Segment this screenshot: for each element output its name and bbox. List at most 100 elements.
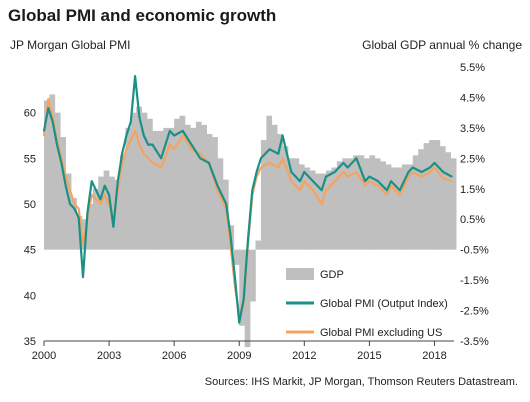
pmi-ex-us-point	[377, 184, 379, 187]
gdp-bar	[369, 155, 376, 250]
pmi-ex-us-point	[43, 134, 45, 137]
left-tick-label: 55	[24, 153, 36, 165]
gdp-bar	[244, 249, 251, 348]
legend-swatch-gdp	[286, 268, 314, 280]
pmi-ex-us-point	[99, 203, 102, 205]
right-tick-label: 4.5%	[460, 92, 485, 104]
pmi-point	[242, 299, 245, 301]
right-tick-label: 0.5%	[460, 214, 485, 226]
pmi-point	[56, 143, 58, 146]
gdp-bar	[331, 167, 338, 250]
legend-label-pmi: Global PMI (Output Index)	[320, 298, 448, 310]
gdp-bar	[260, 140, 267, 250]
pmi-ex-us-point	[312, 189, 314, 192]
pmi-point	[325, 175, 327, 178]
gdp-bar	[125, 127, 132, 250]
pmi-point	[247, 239, 249, 242]
pmi-point	[290, 171, 293, 173]
right-tick-label: 2.5%	[460, 153, 485, 165]
pmi-point	[169, 130, 171, 132]
pmi-ex-us-point	[90, 194, 93, 196]
pmi-ex-us-point	[433, 166, 436, 169]
pmi-ex-us-point	[173, 148, 175, 150]
pmi-point	[333, 171, 336, 173]
pmi-point	[208, 162, 210, 164]
gdp-bar	[87, 204, 94, 250]
pmi-point	[130, 121, 132, 123]
pmi-point	[229, 235, 232, 237]
pmi-point	[368, 175, 371, 178]
pmi-ex-us-point	[103, 194, 106, 196]
pmi-ex-us-point	[277, 166, 280, 169]
left-tick-label: 50	[24, 199, 36, 211]
pmi-ex-us-point	[303, 180, 306, 182]
gdp-bar	[168, 127, 175, 250]
pmi-ex-us-point	[268, 162, 271, 164]
gdp-bar	[450, 158, 457, 250]
chart-title: Global PMI and economic growth	[8, 6, 277, 25]
pmi-ex-us-point	[64, 175, 67, 178]
gdp-bar	[233, 249, 240, 265]
gdp-bar	[380, 161, 386, 250]
pmi-point	[312, 180, 314, 182]
pmi-ex-us-point	[325, 189, 327, 192]
gdp-bar	[304, 167, 311, 250]
pmi-ex-us-point	[169, 143, 171, 146]
gdp-bar	[412, 155, 419, 250]
right-tick-label: 3.5%	[460, 123, 485, 135]
pmi-point	[173, 134, 175, 137]
pmi-point	[108, 194, 110, 196]
pmi-point	[69, 203, 71, 205]
pmi-ex-us-point	[151, 162, 154, 164]
right-tick-label: 5.5%	[460, 62, 485, 74]
gdp-bar	[130, 112, 137, 250]
pmi-point	[364, 180, 366, 182]
pmi-ex-us-point	[342, 171, 345, 173]
gdp-bar	[320, 173, 327, 250]
pmi-point	[64, 184, 67, 187]
pmi-ex-us-point	[442, 177, 445, 180]
gdp-bar	[206, 133, 213, 250]
gdp-bar	[336, 161, 343, 250]
pmi-point	[277, 153, 280, 155]
pmi-ex-us-point	[320, 203, 323, 205]
gdp-bars	[44, 94, 457, 348]
gdp-bar	[374, 158, 381, 250]
pmi-point	[268, 148, 271, 150]
gdp-bar	[418, 149, 424, 250]
right-tick-label: -0.5%	[460, 245, 489, 257]
pmi-ex-us-point	[95, 198, 97, 201]
pmi-ex-us-point	[138, 143, 141, 146]
pmi-point	[238, 321, 240, 324]
right-tick-label: -2.5%	[460, 306, 489, 318]
pmi-point	[77, 216, 80, 219]
pmi-point	[147, 143, 149, 146]
x-axis-ticks: 2000 2003 2006 2009 2012 2015 2018	[32, 341, 447, 362]
pmi-ex-us-point	[407, 175, 410, 178]
pmi-ex-us-point	[134, 130, 136, 132]
pmi-ex-us-point	[368, 180, 371, 182]
chart-legend: GDP Global PMI (Output Index) Global PMI…	[286, 268, 448, 339]
pmi-point	[73, 207, 76, 210]
pmi-point	[303, 171, 306, 173]
pmi-ex-us-point	[290, 180, 293, 182]
pmi-point	[86, 212, 89, 214]
gdp-bar	[396, 167, 403, 250]
pmi-point	[112, 226, 115, 228]
left-axis-title: JP Morgan Global PMI	[10, 38, 131, 52]
pmi-point	[138, 116, 141, 118]
gdp-bar	[185, 124, 191, 250]
pmi-point	[442, 171, 445, 173]
pmi-ex-us-point	[429, 171, 431, 173]
pmi-point	[160, 157, 162, 160]
pmi-point	[125, 134, 128, 137]
gdp-bar	[65, 173, 72, 250]
pmi-point	[407, 171, 410, 173]
pmi-point	[299, 180, 301, 182]
gdp-bar	[217, 158, 224, 250]
left-tick-label: 45	[24, 245, 36, 257]
left-tick-label: 35	[24, 336, 36, 348]
pmi-point	[225, 203, 227, 205]
pmi-point	[82, 276, 84, 278]
gdp-bar	[353, 155, 359, 250]
